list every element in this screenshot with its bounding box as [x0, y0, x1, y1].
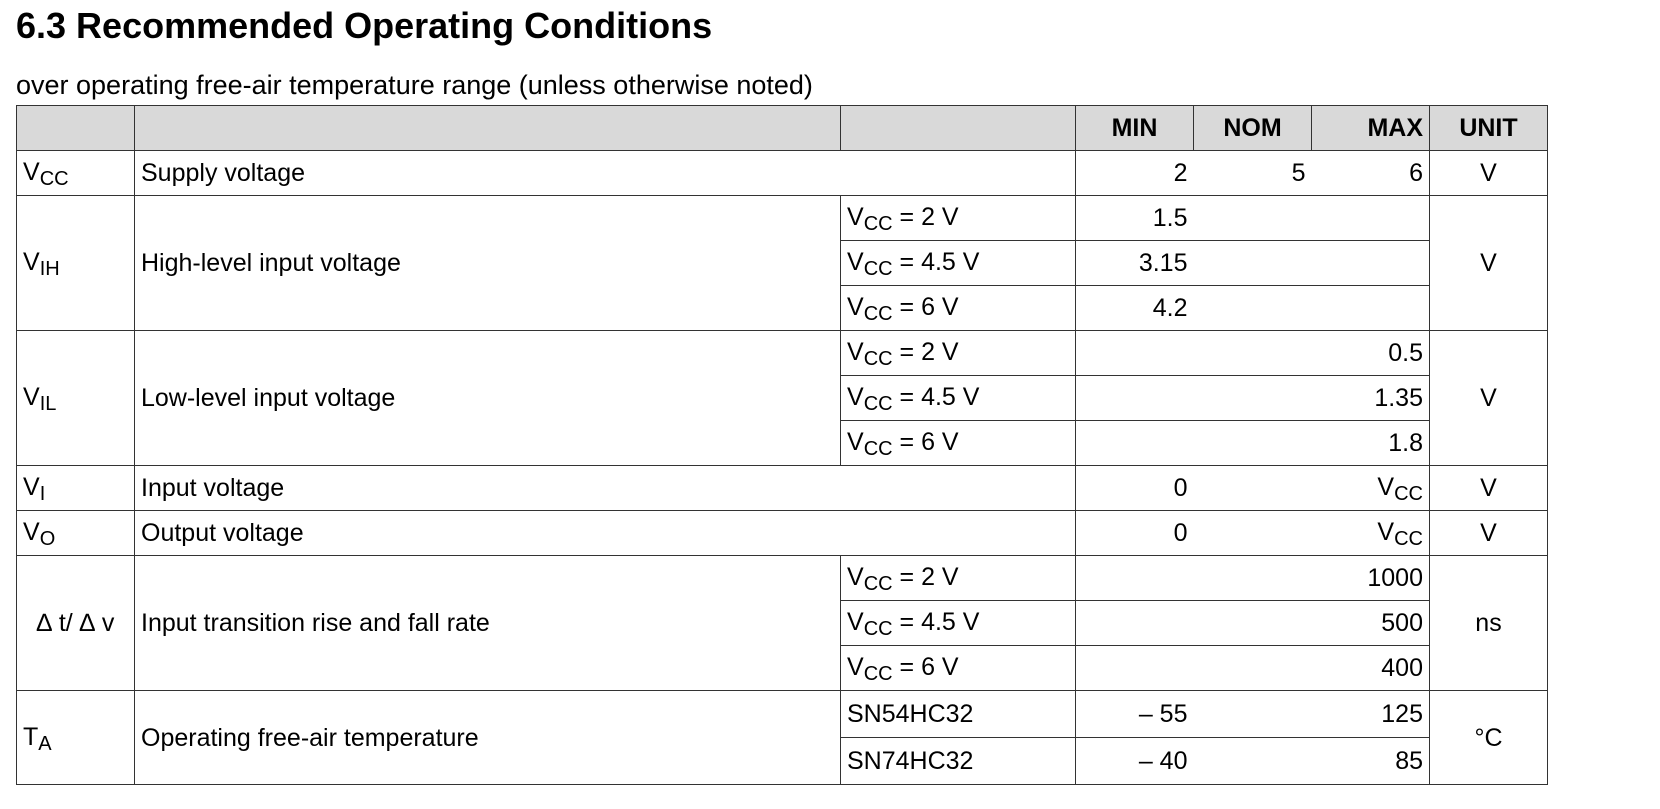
- unit-cell: V: [1429, 150, 1548, 196]
- max-value: 1000: [1311, 555, 1430, 601]
- table-row: VCC = 4.5 V 1.35: [17, 375, 1548, 421]
- table-row: VIH High-level input voltage VCC = 2 V 1…: [16, 195, 1548, 331]
- nom-value: [1193, 195, 1312, 241]
- condition-cell: VCC = 2 V: [840, 195, 1076, 241]
- table-row: VCC = 6 V 1.8: [17, 420, 1548, 466]
- parameter-cell: Input voltage: [134, 465, 1076, 511]
- min-value: [1075, 600, 1194, 646]
- max-value: 500: [1311, 600, 1430, 646]
- max-value: 1.8: [1311, 420, 1430, 466]
- condition-cell: VCC = 4.5 V: [840, 375, 1076, 421]
- min-value: 3.15: [1075, 240, 1194, 286]
- parameter-cell: Operating free-air temperature: [134, 690, 841, 785]
- min-value: [1075, 420, 1194, 466]
- unit-cell: ns: [1429, 555, 1548, 691]
- condition-cell: VCC = 4.5 V: [840, 600, 1076, 646]
- table-row: VO Output voltage 0 VCC V: [16, 510, 1548, 556]
- nom-value: [1193, 420, 1312, 466]
- condition-cell: VCC = 6 V: [840, 285, 1076, 331]
- parameter-cell: High-level input voltage: [134, 195, 841, 331]
- table-row: VIL Low-level input voltage VCC = 2 V 0.…: [16, 330, 1548, 466]
- max-value: 400: [1311, 645, 1430, 691]
- table-row: VCC = 4.5 V 500: [17, 600, 1548, 646]
- table-row: ∆ t/ ∆ v Input transition rise and fall …: [16, 555, 1548, 691]
- parameter-cell: Low-level input voltage: [134, 330, 841, 466]
- nom-value: [1193, 330, 1312, 376]
- min-value: [1075, 330, 1194, 376]
- section-subtitle: over operating free-air temperature rang…: [16, 70, 813, 100]
- operating-conditions-table: MIN NOM MAX UNIT VCC Supply voltage 2 5 …: [16, 105, 1548, 785]
- table-row: SN74HC32 – 40 85: [17, 737, 1548, 785]
- nom-value: [1193, 737, 1312, 785]
- max-value: 85: [1311, 737, 1430, 785]
- nom-value: [1193, 375, 1312, 421]
- condition-cell: VCC = 2 V: [840, 555, 1076, 601]
- max-value: VCC: [1311, 510, 1430, 556]
- condition-cell: VCC = 4.5 V: [840, 240, 1076, 286]
- max-value: 125: [1311, 690, 1430, 738]
- symbol-cell: VIH: [16, 195, 135, 331]
- nom-value: 5: [1193, 150, 1312, 196]
- condition-cell: SN54HC32: [840, 690, 1076, 738]
- min-value: [1075, 375, 1194, 421]
- condition-cell: SN74HC32: [840, 737, 1076, 785]
- table-header-row: MIN NOM MAX UNIT: [16, 105, 1548, 151]
- header-parameter-cell: [134, 105, 841, 151]
- min-value: [1075, 645, 1194, 691]
- unit-cell: °C: [1429, 690, 1548, 785]
- symbol-cell: TA: [16, 690, 135, 785]
- max-value: [1311, 240, 1430, 286]
- nom-value: [1193, 600, 1312, 646]
- min-value: 4.2: [1075, 285, 1194, 331]
- min-value: – 40: [1075, 737, 1194, 785]
- nom-value: [1193, 555, 1312, 601]
- min-value: [1075, 555, 1194, 601]
- nom-value: [1193, 465, 1312, 511]
- table-row: VCC = 6 V 4.2: [17, 285, 1548, 331]
- min-value: 1.5: [1075, 195, 1194, 241]
- parameter-cell: Input transition rise and fall rate: [134, 555, 841, 691]
- header-max: MAX: [1311, 105, 1430, 151]
- symbol-cell: VIL: [16, 330, 135, 466]
- nom-value: [1193, 645, 1312, 691]
- condition-cell: VCC = 2 V: [840, 330, 1076, 376]
- max-value: [1311, 285, 1430, 331]
- condition-cell: VCC = 6 V: [840, 645, 1076, 691]
- symbol-cell: VO: [16, 510, 135, 556]
- parameter-cell: Output voltage: [134, 510, 1076, 556]
- unit-cell: V: [1429, 330, 1548, 466]
- symbol-cell: VCC: [16, 150, 135, 196]
- max-value: VCC: [1311, 465, 1430, 511]
- nom-value: [1193, 690, 1312, 738]
- table-row: VCC Supply voltage 2 5 6 V: [16, 150, 1548, 196]
- header-unit: UNIT: [1429, 105, 1548, 151]
- unit-cell: V: [1429, 465, 1548, 511]
- parameter-cell: Supply voltage: [134, 150, 1076, 196]
- unit-cell: V: [1429, 510, 1548, 556]
- header-symbol-cell: [16, 105, 135, 151]
- table-row: VI Input voltage 0 VCC V: [16, 465, 1548, 511]
- nom-value: [1193, 240, 1312, 286]
- min-value: 2: [1075, 150, 1194, 196]
- table-row: TA Operating free-air temperature SN54HC…: [16, 690, 1548, 785]
- header-condition-cell: [840, 105, 1076, 151]
- nom-value: [1193, 510, 1312, 556]
- condition-cell: VCC = 6 V: [840, 420, 1076, 466]
- nom-value: [1193, 285, 1312, 331]
- min-value: 0: [1075, 510, 1194, 556]
- min-value: 0: [1075, 465, 1194, 511]
- header-min: MIN: [1075, 105, 1194, 151]
- header-nom: NOM: [1193, 105, 1312, 151]
- max-value: 1.35: [1311, 375, 1430, 421]
- unit-cell: V: [1429, 195, 1548, 331]
- max-value: 6: [1311, 150, 1430, 196]
- symbol-cell: VI: [16, 465, 135, 511]
- symbol-cell: ∆ t/ ∆ v: [16, 555, 135, 691]
- min-value: – 55: [1075, 690, 1194, 738]
- max-value: [1311, 195, 1430, 241]
- max-value: 0.5: [1311, 330, 1430, 376]
- section-title: 6.3 Recommended Operating Conditions: [16, 5, 713, 46]
